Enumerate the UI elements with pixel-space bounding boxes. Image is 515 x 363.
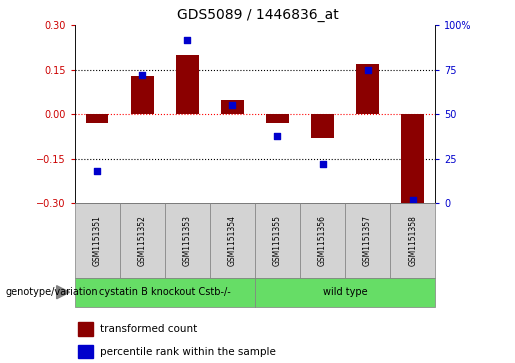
Bar bbox=[390, 203, 435, 278]
Point bbox=[183, 37, 192, 42]
Text: GSM1151355: GSM1151355 bbox=[273, 215, 282, 266]
Point bbox=[318, 161, 327, 167]
Text: percentile rank within the sample: percentile rank within the sample bbox=[100, 347, 276, 357]
Text: cystatin B knockout Cstb-/-: cystatin B knockout Cstb-/- bbox=[99, 287, 231, 297]
Bar bbox=[210, 203, 255, 278]
Bar bbox=[311, 114, 334, 138]
Bar bbox=[86, 114, 109, 123]
Point bbox=[408, 197, 417, 203]
Bar bbox=[176, 55, 199, 114]
Bar bbox=[401, 114, 424, 203]
Bar bbox=[131, 76, 153, 114]
Text: GSM1151351: GSM1151351 bbox=[93, 215, 101, 266]
Bar bbox=[255, 278, 435, 307]
Polygon shape bbox=[57, 286, 70, 299]
Text: GSM1151352: GSM1151352 bbox=[138, 215, 147, 266]
Bar bbox=[266, 114, 289, 123]
Bar bbox=[75, 278, 255, 307]
Bar bbox=[165, 203, 210, 278]
Text: GSM1151354: GSM1151354 bbox=[228, 215, 237, 266]
Text: GSM1151356: GSM1151356 bbox=[318, 215, 327, 266]
Bar bbox=[75, 203, 119, 278]
Point bbox=[228, 102, 236, 108]
Text: transformed count: transformed count bbox=[100, 324, 197, 334]
Point bbox=[364, 67, 372, 73]
Text: wild type: wild type bbox=[323, 287, 367, 297]
Point bbox=[138, 72, 146, 78]
Point bbox=[273, 133, 282, 139]
Text: genotype/variation: genotype/variation bbox=[5, 287, 98, 297]
Text: GSM1151357: GSM1151357 bbox=[363, 215, 372, 266]
Point bbox=[93, 168, 101, 174]
Bar bbox=[221, 99, 244, 114]
Bar bbox=[356, 64, 379, 114]
Bar bbox=[345, 203, 390, 278]
Bar bbox=[78, 322, 93, 336]
Text: GSM1151358: GSM1151358 bbox=[408, 215, 417, 266]
Bar bbox=[119, 203, 165, 278]
Text: GDS5089 / 1446836_at: GDS5089 / 1446836_at bbox=[177, 8, 338, 22]
Bar bbox=[255, 203, 300, 278]
Bar bbox=[300, 203, 345, 278]
Bar bbox=[78, 345, 93, 358]
Text: GSM1151353: GSM1151353 bbox=[183, 215, 192, 266]
